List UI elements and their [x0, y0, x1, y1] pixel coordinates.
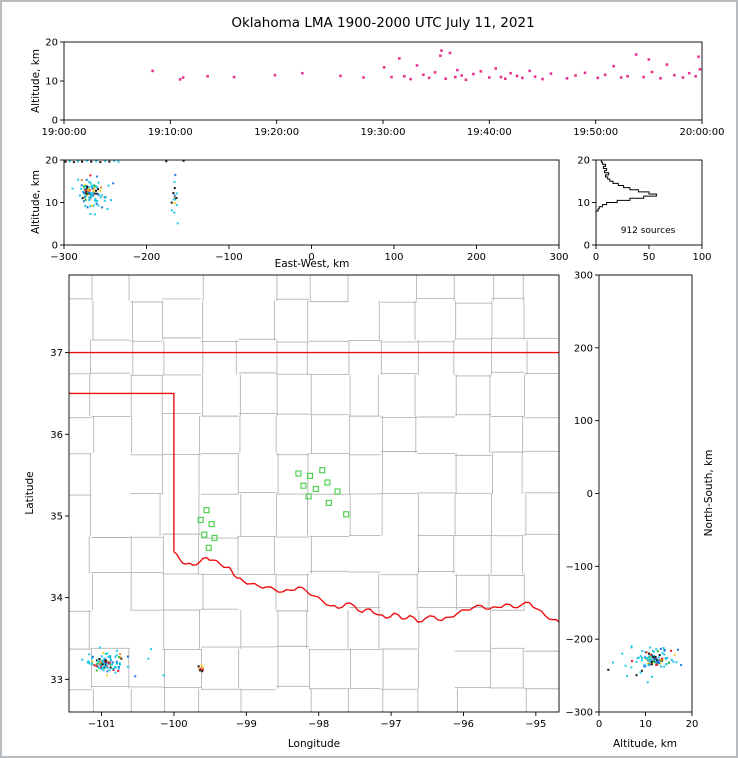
map-source-cluster	[81, 648, 165, 678]
svg-text:10: 10	[45, 77, 58, 88]
map-xlabel: Longitude	[287, 738, 341, 750]
map-ylabel: Latitude	[24, 471, 36, 515]
ns-altitude-panel: 0 10 20 300 200 100 0 −100 −200 −300	[566, 271, 699, 731]
svg-text:300: 300	[549, 252, 568, 260]
alt_hist-tick-labels: 0 50 100 0 10 20	[577, 156, 711, 261]
ew_alt-axes	[60, 159, 560, 249]
svg-text:19:20:00: 19:20:00	[254, 127, 299, 138]
alt_hist-axes	[592, 159, 703, 249]
ew-panel-ylabel: Altitude, km	[30, 169, 42, 235]
svg-text:200: 200	[574, 343, 593, 354]
svg-text:−97: −97	[381, 719, 402, 730]
svg-text:50: 50	[643, 252, 656, 260]
time-height-panel: 19:00:00 19:10:00 19:20:00 19:30:00 19:40:00…	[42, 38, 725, 139]
svg-text:0: 0	[596, 719, 602, 730]
ns_alt-source-cluster	[626, 648, 679, 684]
red-river-border	[173, 551, 559, 623]
svg-text:−200: −200	[133, 252, 160, 260]
svg-text:0: 0	[584, 241, 590, 252]
svg-text:20:00:00: 20:00:00	[680, 127, 725, 138]
time_height-tick-labels: 19:00:00 19:10:00 19:20:00 19:30:00 19:40:00…	[42, 38, 725, 139]
svg-text:37: 37	[50, 348, 63, 359]
svg-text:36: 36	[50, 430, 63, 441]
svg-text:−300: −300	[566, 708, 593, 719]
svg-text:−99: −99	[236, 719, 257, 730]
svg-text:0: 0	[52, 116, 58, 127]
ew_alt-data	[64, 160, 185, 225]
svg-text:19:50:00: 19:50:00	[573, 127, 618, 138]
figure-title: Oklahoma LMA 1900-2000 UTC July 11, 2021	[231, 15, 535, 31]
svg-text:−100: −100	[215, 252, 242, 260]
ns_alt-source-cluster	[624, 646, 683, 677]
svg-text:19:40:00: 19:40:00	[467, 127, 512, 138]
time_height-scatter-points	[151, 49, 702, 82]
svg-text:100: 100	[574, 416, 593, 427]
svg-text:33: 33	[50, 675, 63, 686]
state-border	[69, 351, 559, 623]
ew-altitude-panel: −300 −200 −100 0 100 200 300 0 10 20	[45, 156, 568, 261]
ew_alt-source-cluster	[170, 173, 179, 225]
svg-text:0: 0	[308, 252, 314, 260]
ns-panel-xlabel: Altitude, km	[612, 738, 678, 750]
altitude-histogram-line	[596, 160, 657, 245]
map-axes	[65, 274, 560, 716]
ew_alt-source-cluster	[71, 175, 115, 216]
svg-text:300: 300	[574, 271, 593, 282]
svg-text:35: 35	[50, 511, 63, 522]
ns_alt-axes	[595, 274, 693, 716]
svg-text:0: 0	[593, 252, 599, 260]
svg-text:−98: −98	[308, 719, 329, 730]
svg-text:−95: −95	[525, 719, 546, 730]
svg-text:0: 0	[587, 489, 593, 500]
altitude-histogram-panel: 0 50 100 0 10 20	[577, 156, 711, 261]
svg-text:100: 100	[384, 252, 403, 260]
time-height-ylabel: Altitude, km	[30, 48, 42, 114]
time_height-data	[151, 49, 702, 82]
map-tick-labels: −101 −100 −99 −98 −97 −96 −95 33 34 35 36 37	[50, 348, 546, 730]
ew_alt-tick-labels: −300 −200 −100 0 100 200 300 0 10 20	[45, 156, 568, 261]
source-count-annotation: 912 sources	[620, 226, 676, 236]
svg-text:10: 10	[45, 198, 58, 209]
alt_hist-data	[596, 160, 657, 245]
svg-text:−96: −96	[453, 719, 474, 730]
svg-text:19:00:00: 19:00:00	[42, 127, 87, 138]
svg-text:10: 10	[639, 719, 652, 730]
ns_alt-scatter-points	[607, 645, 633, 671]
lma-stations	[197, 467, 350, 551]
map-data	[69, 275, 559, 712]
ew-panel-xlabel: East-West, km	[274, 258, 350, 270]
county-borders	[69, 275, 559, 712]
svg-text:19:10:00: 19:10:00	[148, 127, 193, 138]
svg-text:0: 0	[52, 241, 58, 252]
map-scatter-points	[197, 664, 204, 673]
svg-text:100: 100	[692, 252, 711, 260]
ns-panel-ylabel: North-South, km	[703, 449, 715, 537]
svg-text:20: 20	[45, 156, 58, 167]
svg-text:20: 20	[577, 156, 590, 167]
svg-text:20: 20	[686, 719, 699, 730]
ns_alt-tick-labels: 0 10 20 300 200 100 0 −100 −200 −300	[566, 271, 699, 731]
svg-text:200: 200	[467, 252, 486, 260]
svg-text:−200: −200	[566, 635, 593, 646]
svg-text:−101: −101	[88, 719, 115, 730]
map-panel: −101 −100 −99 −98 −97 −96 −95 33 34 35 36 37	[50, 274, 560, 730]
ew_alt-scatter-points	[64, 160, 185, 164]
ns_alt-data	[607, 645, 683, 684]
svg-text:34: 34	[50, 593, 63, 604]
svg-text:10: 10	[577, 198, 590, 209]
svg-text:−300: −300	[50, 252, 77, 260]
svg-text:20: 20	[45, 38, 58, 49]
time_height-axes	[60, 41, 703, 124]
svg-text:19:30:00: 19:30:00	[361, 127, 406, 138]
map-source-cluster	[87, 646, 129, 677]
svg-text:−100: −100	[160, 719, 187, 730]
svg-text:−100: −100	[566, 562, 593, 573]
